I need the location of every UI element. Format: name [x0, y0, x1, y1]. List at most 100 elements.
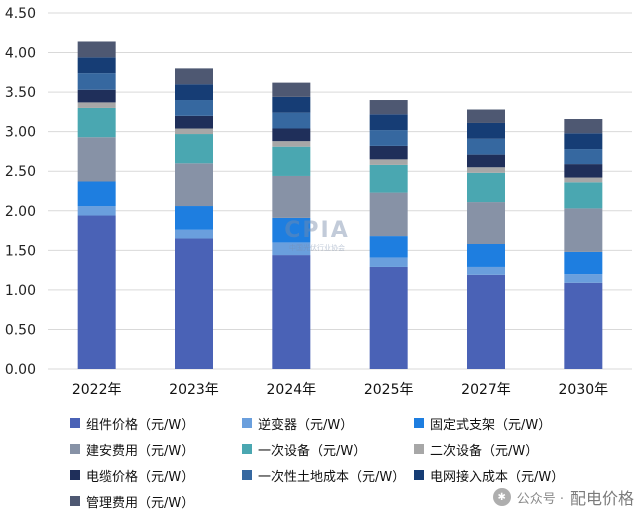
- x-tick-label: 2024年: [267, 382, 317, 398]
- bar-segment-5-5: [467, 172, 505, 203]
- legend-item: 电网接入成本（元/W）: [414, 465, 614, 485]
- legend-label: 一次设备（元/W）: [258, 443, 367, 459]
- wechat-name: 配电价格: [569, 489, 634, 508]
- x-tick-label: 2025年: [364, 382, 414, 398]
- legend-swatch: [414, 444, 424, 454]
- x-axis-ticks: 2022年 2023年 2024年 2025年 2027年 2030年: [72, 382, 608, 398]
- bars: [77, 41, 603, 369]
- bar-segment-5-2: [175, 134, 213, 164]
- x-tick-label: 2027年: [461, 382, 511, 398]
- legend-swatch: [242, 470, 252, 480]
- bar-segment-8-5: [467, 138, 505, 155]
- legend-label: 电缆价格（元/W）: [86, 469, 195, 485]
- y-tick-label: 0.50: [5, 322, 36, 338]
- bar-segment-3-1: [77, 181, 116, 207]
- legend-label: 固定式支架（元/W）: [430, 417, 552, 433]
- wechat-account: ✱ 公众号 · 配电价格: [492, 485, 634, 509]
- bar-segment-6-5: [467, 167, 505, 173]
- legend-label: 一次性土地成本（元/W）: [258, 469, 406, 485]
- bar-segment-5-6: [564, 182, 603, 209]
- legend-item: 逆变器（元/W）: [242, 413, 414, 433]
- legend-item: 二次设备（元/W）: [414, 439, 614, 459]
- bar-segment-7-3: [272, 128, 311, 142]
- legend-item: 电缆价格（元/W）: [70, 465, 242, 485]
- y-tick-label: 3.00: [5, 125, 36, 141]
- bar-segment-9-6: [564, 133, 603, 150]
- legend-item: 固定式支架（元/W）: [414, 413, 614, 433]
- x-tick-label: 2030年: [559, 382, 609, 398]
- bar-segment-10-5: [467, 109, 505, 123]
- bar-segment-9-3: [272, 96, 311, 113]
- legend-label: 电网接入成本（元/W）: [430, 469, 565, 485]
- bar-segment-3-4: [369, 236, 408, 258]
- bar-segment-3-3: [272, 217, 311, 243]
- legend-swatch: [414, 418, 424, 428]
- bar-segment-3-5: [467, 244, 505, 267]
- legend-swatch: [414, 470, 424, 480]
- bar-segment-7-2: [175, 115, 213, 129]
- legend-swatch: [70, 496, 80, 506]
- bar-segment-1-4: [369, 266, 408, 369]
- bar-segment-10-1: [77, 41, 116, 58]
- bar-segment-4-2: [175, 163, 213, 207]
- bar-segment-6-1: [77, 102, 116, 108]
- bar-segment-8-3: [272, 112, 311, 129]
- legend-item: 一次性土地成本（元/W）: [242, 465, 414, 485]
- bar-segment-10-2: [175, 68, 213, 85]
- legend-label: 管理费用（元/W）: [86, 495, 195, 511]
- legend-label: 建安费用（元/W）: [86, 443, 195, 459]
- y-tick-label: 2.50: [5, 164, 36, 180]
- bar-segment-2-2: [175, 229, 213, 239]
- legend: 组件价格（元/W） 逆变器（元/W） 固定式支架（元/W） 建安费用（元/W） 一次设备…: [70, 413, 630, 511]
- bar-segment-2-6: [564, 274, 603, 283]
- y-tick-label: 1.00: [5, 283, 36, 299]
- bar-segment-2-3: [272, 242, 311, 256]
- legend-swatch: [70, 418, 80, 428]
- bar-segment-8-2: [175, 100, 213, 116]
- x-tick-label: 2023年: [169, 382, 219, 398]
- bar-segment-1-1: [77, 215, 116, 369]
- bar-segment-9-5: [467, 122, 505, 139]
- bar-segment-3-2: [175, 206, 213, 230]
- bar-segment-4-3: [272, 175, 311, 218]
- bar-segment-6-3: [272, 141, 311, 147]
- bar-segment-4-4: [369, 192, 408, 237]
- y-tick-label: 1.50: [5, 243, 36, 259]
- bar-segment-7-1: [77, 89, 116, 103]
- bar-segment-6-4: [369, 159, 408, 165]
- y-tick-label: 4.50: [5, 6, 36, 22]
- stacked-bar-chart: 0.00 0.50 1.00 1.50 2.00 2.50 3.00 3.50 4.00 4.50…: [5, 6, 632, 398]
- bar-segment-5-1: [77, 107, 116, 138]
- wechat-label: 公众号 ·: [516, 491, 564, 507]
- legend-item: 管理费用（元/W）: [70, 491, 242, 511]
- bar-segment-6-2: [175, 128, 213, 135]
- y-axis-ticks: 0.00 0.50 1.00 1.50 2.00 2.50 3.00 3.50 4.00 4.50: [5, 6, 36, 378]
- bar-segment-1-5: [467, 274, 505, 369]
- bar-segment-10-6: [564, 119, 603, 134]
- wechat-icon: ✱: [492, 488, 511, 506]
- bar-segment-3-6: [564, 251, 603, 275]
- legend-swatch: [70, 444, 80, 454]
- y-tick-label: 3.50: [5, 85, 36, 101]
- bar-segment-7-5: [467, 154, 505, 168]
- bar-segment-8-6: [564, 149, 603, 165]
- bar-segment-8-1: [77, 73, 116, 90]
- y-tick-label: 4.00: [5, 46, 36, 62]
- legend-item: 一次设备（元/W）: [242, 439, 414, 459]
- x-tick-label: 2022年: [72, 382, 122, 398]
- bar-segment-9-2: [175, 84, 213, 101]
- legend-label: 组件价格（元/W）: [86, 417, 195, 433]
- bar-segment-10-4: [369, 100, 408, 115]
- bar-segment-4-5: [467, 202, 505, 245]
- bar-segment-5-4: [369, 164, 408, 193]
- bar-segment-1-6: [564, 282, 603, 369]
- bar-segment-4-1: [77, 137, 116, 182]
- bar-segment-2-4: [369, 257, 408, 267]
- bar-segment-1-2: [175, 238, 213, 369]
- y-tick-label: 0.00: [5, 362, 36, 378]
- bar-segment-2-1: [77, 206, 116, 216]
- bar-segment-7-6: [564, 164, 603, 178]
- y-tick-label: 2.00: [5, 204, 36, 220]
- bar-segment-6-6: [564, 177, 603, 183]
- legend-item: 建安费用（元/W）: [70, 439, 242, 459]
